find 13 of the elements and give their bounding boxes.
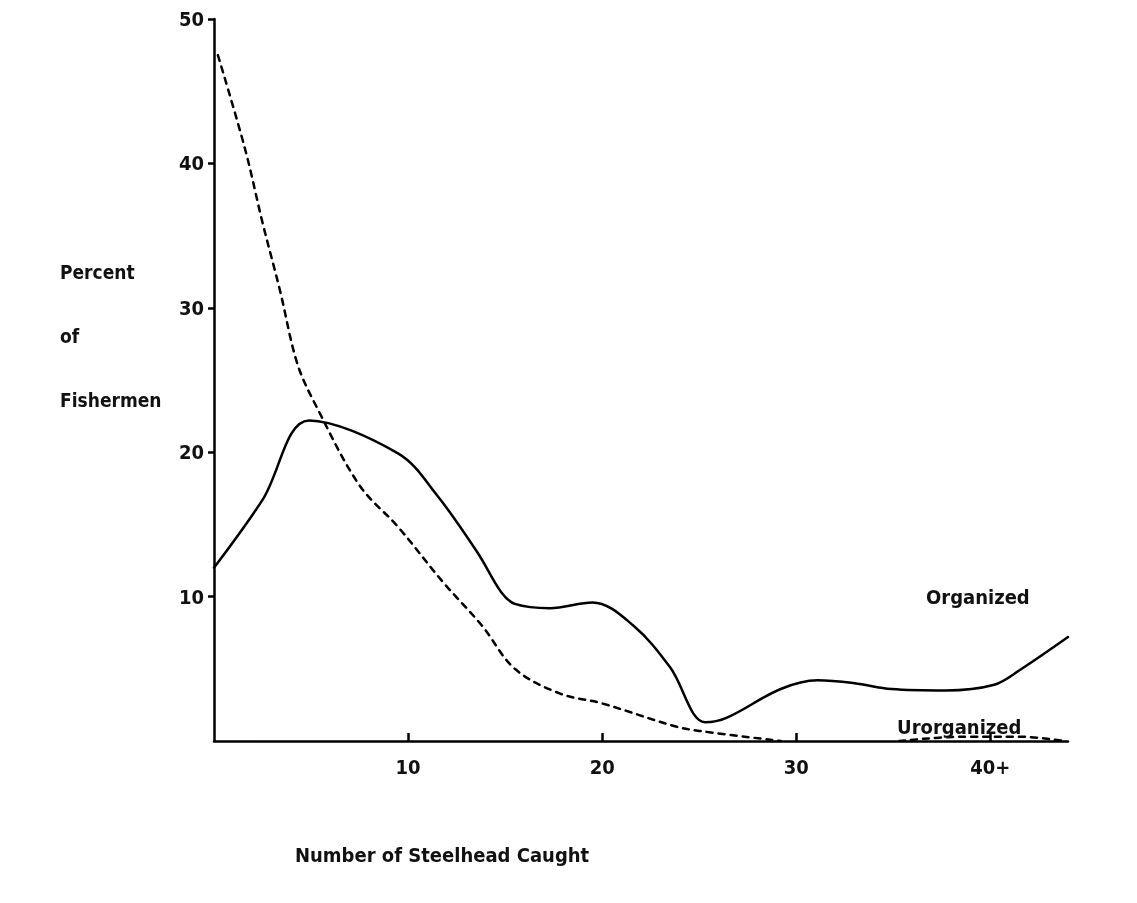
text: Percent of Fishermen xyxy=(60,261,162,411)
series-label: Urorganized xyxy=(897,715,1022,739)
y-tick-label: 50 xyxy=(178,7,204,31)
x-axis-title: Number of Steelhead Caught xyxy=(295,843,590,867)
x-tick-label: 30 xyxy=(783,755,809,779)
y-tick-label: 30 xyxy=(178,295,204,320)
x-tick-label: 40+ xyxy=(970,755,1011,779)
y-tick-label: 10 xyxy=(178,584,204,609)
text: Organized xyxy=(926,585,1030,610)
y-tick-label: 40 xyxy=(178,151,204,176)
x-tick-label: 10 xyxy=(395,755,421,779)
x-tick-label: 20 xyxy=(589,755,615,779)
y-tick-label: 20 xyxy=(178,440,204,465)
